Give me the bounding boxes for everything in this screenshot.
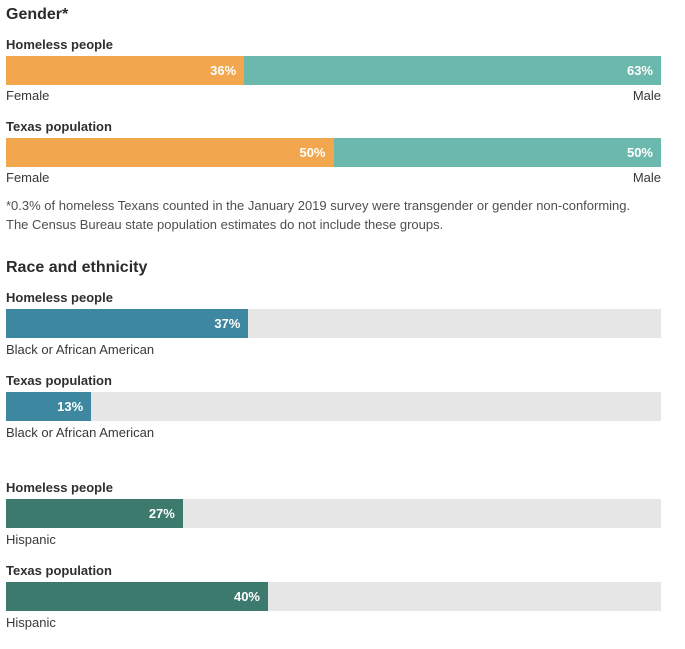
race-bar-group: Homeless people 37% Black or African Ameri… xyxy=(6,290,661,357)
bar-value-label: 36% xyxy=(210,62,237,78)
bar-fill: 37% xyxy=(6,309,249,339)
bar-value-label: 50% xyxy=(626,144,653,160)
bar-segment-female: 50% xyxy=(6,137,334,167)
category-label: Black or African American xyxy=(6,425,155,441)
gender-chart: Homeless people 36% 63% Female Male Texas pop… xyxy=(6,37,661,185)
bar-fill: 13% xyxy=(6,392,92,422)
bar-segment-female: 36% xyxy=(6,55,245,85)
category-label: Hispanic xyxy=(6,615,56,631)
stacked-bar: 50% 50% xyxy=(6,137,661,167)
gender-bar-group: Homeless people 36% 63% Female Male xyxy=(6,37,661,103)
category-label: Black or African American xyxy=(6,342,155,358)
bar-value-label: 37% xyxy=(214,316,241,332)
axis-labels: Female Male xyxy=(6,170,661,185)
bar-value-label: 50% xyxy=(299,144,326,160)
bar-track: 37% xyxy=(6,309,661,339)
stacked-bar: 36% 63% xyxy=(6,55,661,85)
gender-bar-group: Texas population 50% 50% Female Male xyxy=(6,119,661,185)
category-label: Hispanic xyxy=(6,532,56,548)
bar-value-label: 27% xyxy=(148,506,175,522)
bar-fill: 27% xyxy=(6,499,183,529)
bar-segment-male: 50% xyxy=(333,137,661,167)
group-label: Homeless people xyxy=(6,36,113,52)
bar-track: 13% xyxy=(6,392,661,422)
gender-footnote: *0.3% of homeless Texans counted in the … xyxy=(6,197,631,232)
bar-value-label: 40% xyxy=(233,589,260,605)
bar-fill: 40% xyxy=(6,582,268,612)
axis-label-right: Male xyxy=(632,87,661,103)
bar-segment-male: 63% xyxy=(244,55,661,85)
race-bar-group: Homeless people 27% Hispanic xyxy=(6,480,661,547)
race-chart: Homeless people 37% Black or African Ameri… xyxy=(6,290,661,630)
bar-value-label: 63% xyxy=(626,62,653,78)
race-bar-group: Texas population 40% Hispanic xyxy=(6,563,661,630)
group-label: Texas population xyxy=(6,118,112,134)
axis-labels: Female Male xyxy=(6,88,661,103)
axis-label-left: Female xyxy=(6,87,50,103)
axis-label-right: Male xyxy=(632,169,661,185)
group-label: Texas population xyxy=(6,563,112,579)
group-label: Homeless people xyxy=(6,290,113,306)
race-bar-group: Texas population 13% Black or African Amer… xyxy=(6,373,661,440)
group-label: Homeless people xyxy=(6,480,113,496)
bar-track: 27% xyxy=(6,499,661,529)
bar-track: 40% xyxy=(6,582,661,612)
section-title-race: Race and ethnicity xyxy=(6,259,148,277)
section-title-gender: Gender* xyxy=(6,6,69,23)
bar-value-label: 13% xyxy=(57,399,84,415)
axis-label-left: Female xyxy=(6,169,50,185)
group-label: Texas population xyxy=(6,373,112,389)
